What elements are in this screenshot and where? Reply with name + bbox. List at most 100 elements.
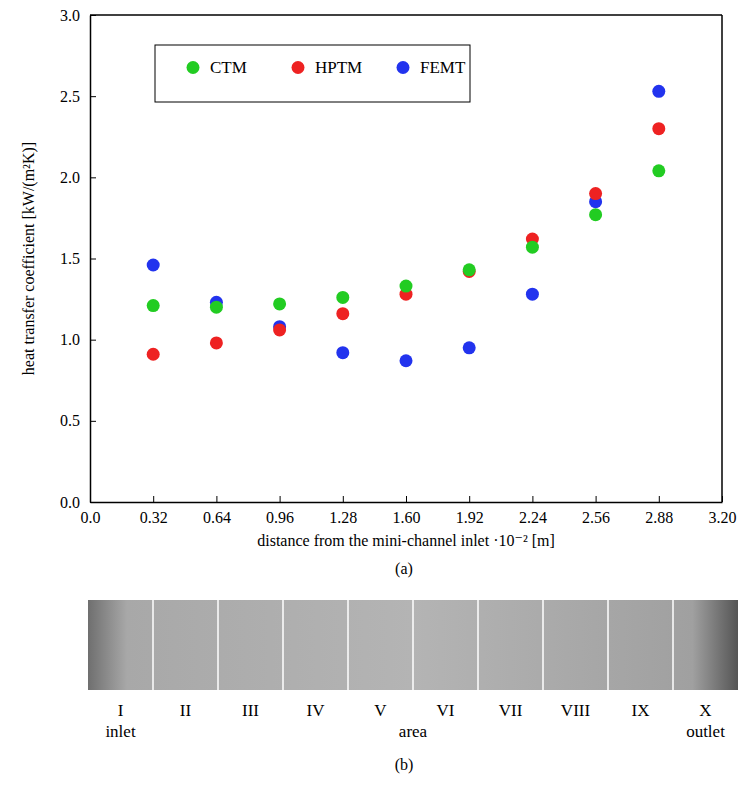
point (652, 164, 665, 177)
y-axis-title: heat transfer coefficient [kW/(m²K)] (20, 142, 38, 375)
point (526, 288, 539, 301)
tick: 3.20 (709, 496, 737, 526)
tick-label: 1.5 (60, 250, 80, 267)
point (147, 258, 160, 271)
point (589, 208, 602, 221)
area-label: X (699, 701, 711, 720)
tick: 1.0 (60, 331, 96, 348)
x-axis-title: distance from the mini-channel inlet ·10… (257, 532, 555, 549)
tick-label: 2.5 (60, 88, 80, 105)
area-label: VII (499, 701, 523, 720)
x-axis: 0.0 0.32 0.64 0.96 1.28 1.60 1.92 2.24 2.56 2.88 3… (81, 496, 737, 526)
point (336, 307, 349, 320)
point (147, 299, 160, 312)
point (336, 291, 349, 304)
frame (90, 14, 722, 16)
point (652, 122, 665, 135)
area-divider (477, 600, 479, 690)
outlet-label: outlet (686, 722, 725, 741)
area-divider (672, 600, 674, 690)
frame (721, 15, 723, 502)
tick-mark (90, 421, 96, 422)
area-divider (347, 600, 349, 690)
point (526, 241, 539, 254)
area-label: I (118, 701, 124, 720)
point (147, 348, 160, 361)
legend-marker (397, 61, 410, 74)
tick-label: 2.88 (645, 509, 673, 526)
photo (88, 600, 738, 690)
point (273, 323, 286, 336)
caption: (a) (395, 560, 413, 578)
figure: 0.0 0.32 0.64 0.96 1.28 1.60 1.92 2.24 2.56 2.88 3… (0, 0, 746, 812)
tick-mark (90, 177, 96, 178)
tick: 3.0 (60, 7, 96, 24)
area-title: area (399, 722, 428, 741)
tick-label: 1.28 (329, 509, 357, 526)
tick-mark (153, 496, 154, 502)
point (210, 301, 223, 314)
tick: 2.24 (519, 496, 547, 526)
tick-label: 0.5 (60, 412, 80, 429)
point (589, 187, 602, 200)
area-divider (412, 600, 414, 690)
tick: 0.0 (60, 494, 96, 511)
plot-area (147, 85, 666, 367)
tick-label: 2.56 (582, 509, 610, 526)
tick-mark (722, 496, 723, 502)
y-axis: 0.0 0.5 1.0 1.5 2.0 2.5 3.0 (60, 7, 96, 511)
tick-mark (90, 259, 96, 260)
tick-mark (280, 496, 281, 502)
legend-marker (187, 61, 200, 74)
tick-label: 1.92 (456, 509, 484, 526)
legend-marker (292, 61, 305, 74)
tick-label: 2.24 (519, 509, 547, 526)
tick-label: 3.20 (709, 509, 737, 526)
tick-mark (90, 340, 96, 341)
area-label: V (374, 701, 387, 720)
tick-mark (90, 502, 96, 503)
legend-label: CTM (210, 58, 247, 77)
tick-mark (216, 496, 217, 502)
tick-label: 1.0 (60, 331, 80, 348)
inlet-label: inlet (105, 722, 135, 741)
area-divider (542, 600, 544, 690)
tick-mark (659, 496, 660, 502)
tick: 0.32 (140, 496, 168, 526)
area-label: III (242, 701, 259, 720)
tick: 2.56 (582, 496, 610, 526)
area-label: VIII (561, 701, 591, 720)
legend-label: HPTM (315, 58, 362, 77)
tick: 2.88 (645, 496, 673, 526)
area-divider (152, 600, 154, 690)
tick: 0.64 (203, 496, 231, 526)
area-label: IV (307, 701, 326, 720)
tick-label: 0.32 (140, 509, 168, 526)
tick-mark (469, 496, 470, 502)
tick-mark (90, 96, 96, 97)
tick-mark (343, 496, 344, 502)
series (147, 122, 666, 361)
tick-label: 0.0 (60, 494, 80, 511)
legend: CTM HPTM FEMT (155, 45, 470, 102)
tick-mark (532, 496, 533, 502)
area-label: VI (437, 701, 455, 720)
tick-mark (406, 496, 407, 502)
tick-label: 0.0 (81, 509, 101, 526)
legend-label: FEMT (420, 58, 466, 77)
tick: 0.5 (60, 412, 96, 429)
tick: 0.96 (266, 496, 294, 526)
point (336, 346, 349, 359)
point (400, 354, 413, 367)
tick-mark (596, 496, 597, 502)
series (147, 164, 666, 313)
point (400, 280, 413, 293)
tick-label: 0.96 (266, 509, 294, 526)
tick-label: 1.60 (393, 509, 421, 526)
tick: 1.60 (393, 496, 421, 526)
tick-label: 3.0 (60, 7, 80, 24)
tick-label: 0.64 (203, 509, 231, 526)
area-label: II (180, 701, 192, 720)
tick-mark (90, 15, 96, 16)
tick: 2.0 (60, 169, 96, 186)
